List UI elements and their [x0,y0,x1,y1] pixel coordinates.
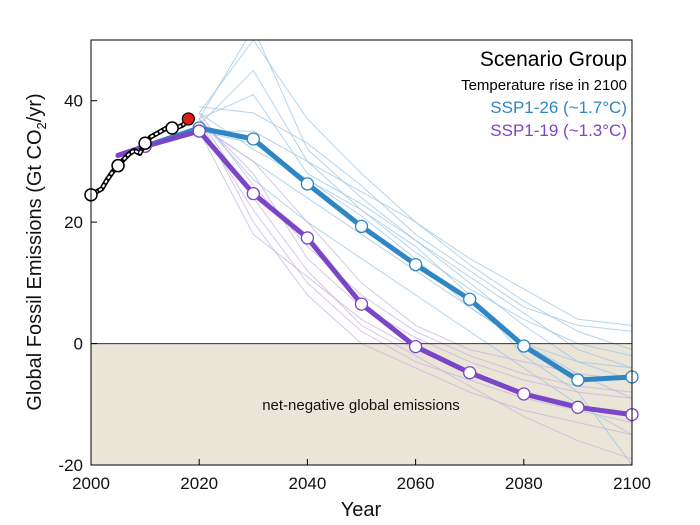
scenario-line-ssp119 [198,118,632,399]
x-tick-label: 2020 [180,474,218,493]
scenario-line-ssp126 [199,130,632,326]
x-axis-ticks: 2000 2020 2040 2060 2080 2100 [72,459,651,493]
historical-point [165,121,179,135]
x-tick-label: 2040 [288,474,326,493]
scenario-line-ssp119 [198,118,632,460]
y-axis-label-tail: /yr) [24,93,46,122]
y-tick-label: -20 [58,456,83,475]
x-tick-label: 2080 [505,474,543,493]
data-point-ssp119 [300,231,315,245]
y-axis-ticks: -20 0 20 40 [58,92,97,475]
y-axis-label-main: Global Fossil Emissions (Gt CO [24,129,46,410]
data-point-ssp119 [571,400,585,414]
historical-line-dots [90,117,190,196]
latest-data-point [181,112,195,126]
y-tick-label: 0 [74,335,83,354]
y-tick-label: 20 [64,213,83,232]
scenario-line-ssp119 [198,118,632,436]
legend-subtitle: Temperature rise in 2100 [461,77,627,94]
data-point-ssp126 [300,177,315,191]
scenario-line-ssp119 [198,124,632,423]
data-point-ssp126 [408,257,423,272]
scenario-line-ssp126 [198,118,632,436]
data-point-ssp119 [192,124,206,138]
legend-entry-ssp126: SSP1-26 (~1.7°C) [490,98,627,117]
data-point-ssp119 [354,297,369,311]
legend-entry-ssp119: SSP1-19 (~1.3°C) [490,121,627,140]
annotation-net-negative: net-negative global emissions [262,397,460,414]
x-axis-label: Year [341,499,382,521]
data-point-ssp126 [246,132,260,146]
scenario-line-ssp126 [198,112,632,465]
legend: Scenario Group Temperature rise in 2100 … [461,48,627,140]
scenario-line-ssp126 [199,106,632,332]
plot-frame [90,39,633,466]
x-tick-label: 2060 [397,474,435,493]
scenario-line-ssp126 [198,93,632,369]
x-tick-label: 2100 [613,474,651,493]
x-tick-label: 2000 [72,474,110,493]
net-negative-region [91,343,632,465]
data-point-ssp126 [517,339,531,353]
data-point-ssp119 [463,366,477,380]
data-point-ssp119 [517,387,531,401]
data-point-ssp119 [408,339,423,354]
historical-point [111,158,125,173]
data-point-ssp126 [571,373,585,387]
legend-title: Scenario Group [480,48,627,71]
data-point-ssp119 [246,186,260,201]
y-axis-label: Global Fossil Emissions (Gt CO2/yr) [24,93,49,410]
historical-point [138,136,152,150]
data-point-ssp126 [463,292,477,306]
data-point-ssp126 [354,219,369,234]
y-tick-label: 40 [64,92,83,111]
scenario-line-ssp126 [198,69,632,357]
y-axis-label-subscript: 2 [34,122,49,129]
main-series-group [115,121,639,422]
